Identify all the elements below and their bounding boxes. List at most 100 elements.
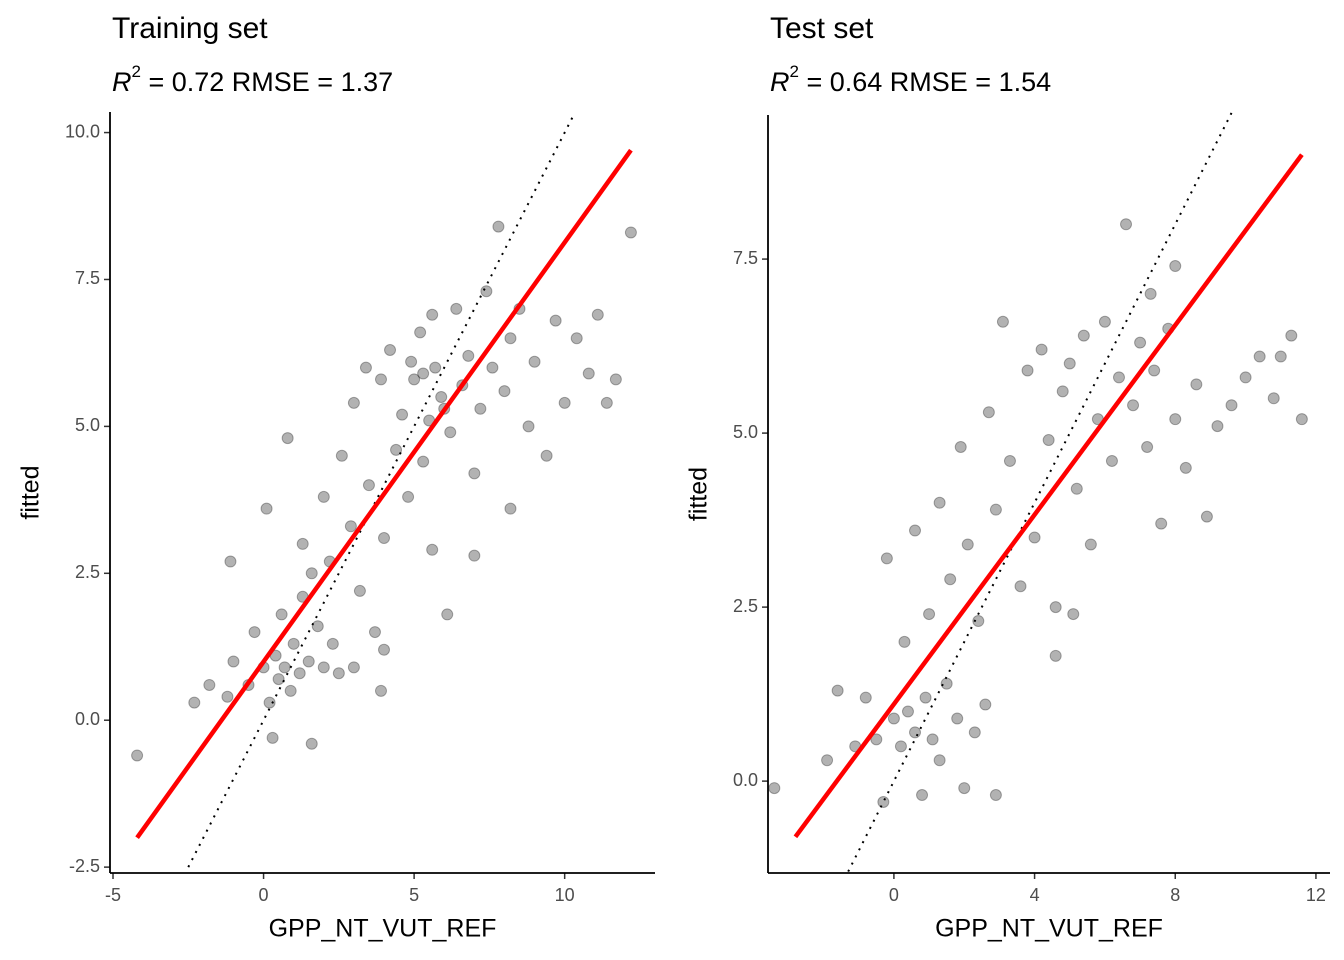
y-tick-label: -2.5 bbox=[69, 856, 100, 876]
x-tick-label: -5 bbox=[105, 885, 121, 905]
point bbox=[1179, 461, 1192, 474]
point bbox=[1063, 357, 1076, 370]
point bbox=[1021, 364, 1034, 377]
point bbox=[954, 441, 967, 454]
point bbox=[1056, 385, 1069, 398]
x-tick-label: 5 bbox=[409, 885, 419, 905]
point bbox=[968, 726, 981, 739]
point bbox=[1253, 350, 1266, 363]
point bbox=[384, 343, 397, 356]
point bbox=[402, 490, 415, 503]
point bbox=[831, 684, 844, 697]
subtitle-text: = 0.64 RMSE = 1.54 bbox=[799, 67, 1051, 97]
y-tick-label: 0.0 bbox=[733, 770, 758, 790]
point bbox=[898, 635, 911, 648]
point bbox=[390, 443, 403, 456]
point bbox=[221, 690, 234, 703]
point bbox=[1042, 434, 1055, 447]
point bbox=[1267, 392, 1280, 405]
point bbox=[989, 503, 1002, 516]
x-tick-label: 8 bbox=[1170, 885, 1180, 905]
y-tick-label: 10.0 bbox=[65, 121, 100, 141]
point bbox=[417, 455, 430, 468]
point bbox=[435, 391, 448, 404]
point bbox=[1127, 399, 1140, 412]
point bbox=[396, 408, 409, 421]
point bbox=[1225, 399, 1238, 412]
point bbox=[996, 315, 1009, 328]
point bbox=[870, 733, 883, 746]
point bbox=[414, 326, 427, 339]
point bbox=[378, 532, 391, 545]
point bbox=[982, 406, 995, 419]
point bbox=[368, 626, 381, 639]
point bbox=[296, 537, 309, 550]
point bbox=[1084, 538, 1097, 551]
point bbox=[188, 696, 201, 709]
y-tick-label: 0.0 bbox=[75, 709, 100, 729]
x-axis-label: GPP_NT_VUT_REF bbox=[269, 915, 497, 943]
point bbox=[1049, 601, 1062, 614]
point bbox=[263, 696, 276, 709]
point bbox=[909, 524, 922, 537]
point bbox=[287, 637, 300, 650]
identity-line bbox=[187, 114, 575, 868]
point bbox=[582, 367, 595, 380]
point bbox=[1169, 413, 1182, 426]
point bbox=[344, 520, 357, 533]
x-tick-label: 0 bbox=[259, 885, 269, 905]
point bbox=[353, 584, 366, 597]
y-tick-label: 5.0 bbox=[75, 415, 100, 435]
point bbox=[877, 796, 890, 809]
point bbox=[859, 691, 872, 704]
x-tick-label: 10 bbox=[555, 885, 575, 905]
point bbox=[1148, 364, 1161, 377]
point bbox=[1155, 517, 1168, 530]
point bbox=[1049, 649, 1062, 662]
point bbox=[1098, 315, 1111, 328]
point bbox=[609, 373, 622, 386]
point bbox=[909, 726, 922, 739]
point bbox=[504, 502, 517, 515]
point bbox=[480, 285, 493, 298]
point bbox=[429, 361, 442, 374]
point bbox=[224, 555, 237, 568]
point bbox=[894, 740, 907, 753]
point bbox=[961, 538, 974, 551]
point bbox=[408, 373, 421, 386]
point bbox=[260, 502, 273, 515]
point bbox=[305, 567, 318, 580]
point bbox=[317, 661, 330, 674]
point bbox=[362, 479, 375, 492]
point bbox=[426, 543, 439, 556]
point bbox=[944, 573, 957, 586]
point bbox=[624, 226, 637, 239]
subtitle-text: = 0.72 RMSE = 1.37 bbox=[141, 67, 393, 97]
point bbox=[1077, 329, 1090, 342]
point bbox=[1274, 350, 1287, 363]
point bbox=[1211, 420, 1224, 433]
point bbox=[405, 355, 418, 368]
point bbox=[916, 789, 929, 802]
point bbox=[1028, 531, 1041, 544]
point bbox=[441, 608, 454, 621]
point bbox=[359, 361, 372, 374]
point bbox=[498, 385, 511, 398]
point bbox=[933, 496, 946, 509]
y-tick-label: 2.5 bbox=[733, 596, 758, 616]
y-axis-label: fitted bbox=[17, 465, 45, 519]
r2-symbol: R bbox=[112, 67, 132, 97]
point bbox=[923, 608, 936, 621]
point bbox=[326, 637, 339, 650]
point bbox=[203, 678, 216, 691]
point bbox=[332, 667, 345, 680]
point bbox=[468, 549, 481, 562]
panel-subtitle: R2 = 0.64 RMSE = 1.54 bbox=[770, 62, 1051, 97]
point bbox=[417, 367, 430, 380]
point bbox=[278, 661, 291, 674]
point bbox=[492, 220, 505, 233]
point bbox=[131, 749, 144, 762]
r2-superscript: 2 bbox=[790, 62, 799, 81]
y-tick-label: 7.5 bbox=[733, 248, 758, 268]
